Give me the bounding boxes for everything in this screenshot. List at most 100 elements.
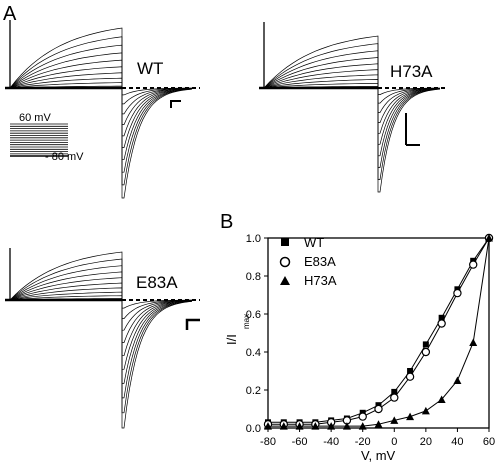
x-tick-label: -60 [292,436,308,448]
trace-group-h73a [259,22,448,193]
trace-label-wt: WT [137,59,163,78]
trace-label-e83a: E83A [136,273,178,292]
y-tick-label: 0.2 [246,385,261,397]
y-axis-label-sub: max [242,314,251,329]
x-ticks: -80 -60 -40 -20 0 20 40 60 [260,428,495,448]
current-trace [9,72,193,125]
current-trace [263,57,441,157]
legend-label-wt: WT [304,235,324,250]
current-trace [263,50,441,168]
series-line [268,237,490,423]
current-trace [9,59,193,148]
voltage-protocol [10,123,68,157]
y-tick-label: 1.0 [246,233,261,245]
x-axis-label: V, mV [361,448,396,463]
trace-label-h73a: H73A [390,62,433,81]
current-trace [9,251,193,429]
current-trace [9,282,193,357]
current-trace [9,277,193,370]
data-point-wt [407,368,414,374]
series-line [268,237,490,427]
current-trace [263,69,441,134]
scale-bar-e83a [185,318,200,330]
current-trace [9,287,193,343]
current-trace [9,36,193,186]
protocol-bottom-label: - 80 mV [45,151,84,163]
data-point-wt [438,314,445,321]
x-tick-label: 60 [483,436,495,448]
y-tick-label: 0.6 [246,309,261,321]
data-point-h73a [358,422,367,430]
data-point-h73a [390,416,399,424]
scale-bar-wt [170,100,181,108]
data-point-h73a [342,422,351,430]
data-point-h73a [453,376,462,384]
y-axis-label: I/I [224,334,239,345]
data-point-e83a [437,319,446,328]
current-trace [9,82,192,105]
data-point-h73a [421,406,430,415]
current-trace [9,258,193,414]
y-tick-label: 0.8 [246,271,261,283]
series-lines [268,237,490,427]
current-trace [9,27,193,199]
data-point-h73a [469,338,478,346]
data-point-h73a [374,420,383,428]
data-point-e83a [421,347,431,357]
series-line [268,237,490,425]
x-tick-label: -80 [260,436,276,448]
trace-group-wt [5,20,200,199]
data-point-h73a [437,395,446,403]
current-trace [9,295,192,319]
current-trace [9,265,193,399]
current-trace [9,44,193,173]
y-ticks: 0.0 0.2 0.4 0.6 0.8 1.0 [246,233,268,435]
legend-label-h73a: H73A [304,273,337,288]
x-tick-label: 20 [420,436,432,448]
data-point-e83a [390,393,399,402]
current-trace [263,79,440,113]
legend-label-e83a: E83A [304,254,336,269]
x-tick-label: -40 [323,436,339,448]
series-points [263,233,494,430]
current-trace [263,43,441,180]
panel-b-letter: B [220,211,233,233]
data-point-h73a [406,412,415,421]
protocol-top-label: 60 mV [19,112,51,124]
data-point-wt [391,388,398,395]
data-point-h73a [327,422,336,430]
current-trace [9,291,193,331]
data-point-h73a [295,422,304,430]
panel-a-letter: A [3,3,17,25]
legend-marker-e83a [279,256,291,268]
x-tick-label: 40 [451,436,463,448]
data-point-h73a [485,234,493,242]
data-point-wt [422,341,429,348]
data-point-e83a [358,412,367,421]
current-trace [9,77,192,115]
y-axis-label-group: I/I max [224,314,251,345]
data-point-e83a [405,372,415,381]
y-tick-label: 0.0 [246,423,261,435]
iv-chart: -80 -60 -40 -20 0 20 40 60 0.0 0.2 0.4 0.6 0.8 1.0 V… [224,233,495,463]
legend-marker-wt [281,238,289,246]
data-point-h73a [264,422,272,430]
trace-group-e83a [5,248,200,429]
legend: WT E83A H73A [279,235,337,288]
current-trace [9,271,193,384]
data-point-h73a [311,422,320,430]
data-point-h73a [279,422,288,430]
data-point-e83a [374,404,383,414]
scale-bar-h73a [405,113,420,146]
data-point-e83a [469,260,478,269]
data-point-e83a [453,288,462,298]
current-trace [263,63,441,145]
x-tick-label: -20 [355,436,371,448]
current-trace [263,35,441,193]
current-trace [9,66,193,137]
plot-frame [267,237,490,429]
x-tick-label: 0 [391,436,397,448]
y-tick-label: 0.4 [246,347,261,359]
legend-marker-h73a [280,276,290,285]
